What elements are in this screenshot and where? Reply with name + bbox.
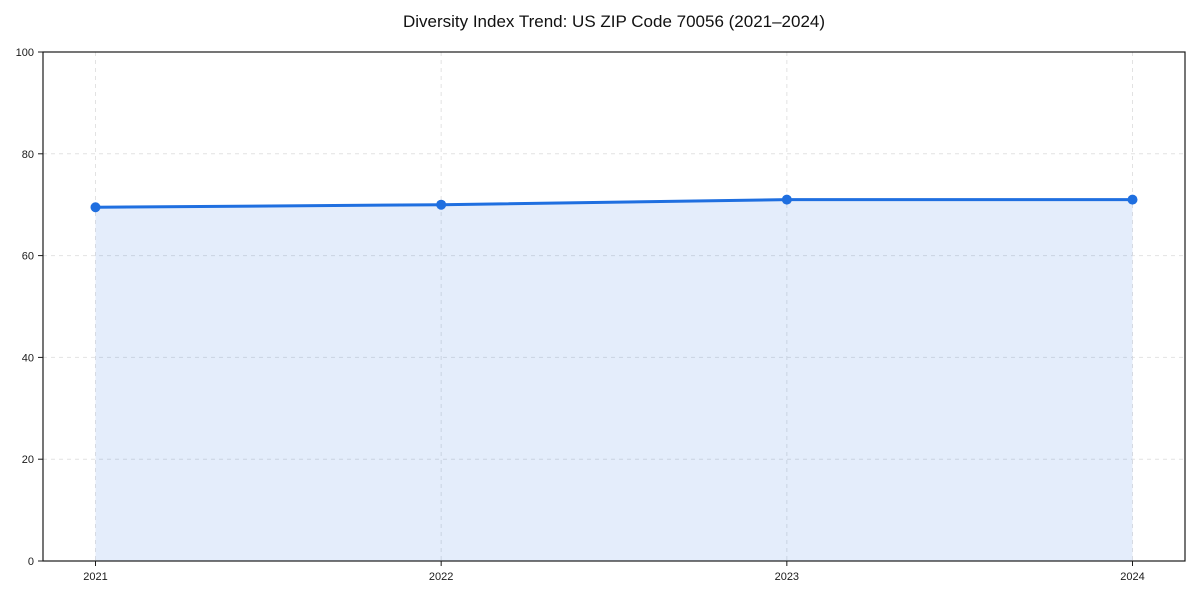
x-tick-label: 2021 (83, 571, 107, 583)
y-tick-label: 20 (22, 454, 34, 466)
trend-line (94, 198, 1134, 209)
y-tick-label: 100 (16, 47, 34, 59)
y-tick-label: 80 (22, 149, 34, 161)
data-point (90, 202, 101, 213)
x-tick-label: 2024 (1120, 571, 1144, 583)
data-point (436, 199, 447, 210)
y-tick-label: 40 (22, 352, 34, 364)
x-tick-label: 2023 (775, 571, 799, 583)
chart-title: Diversity Index Trend: US ZIP Code 70056… (402, 12, 826, 31)
plot-border (42, 51, 1186, 562)
y-tick-label: 0 (28, 556, 34, 568)
data-point (781, 194, 792, 205)
x-tick-label: 2022 (429, 571, 453, 583)
data-point (1127, 194, 1138, 205)
area-fill (95, 199, 1133, 562)
y-tick-label: 60 (22, 251, 34, 263)
